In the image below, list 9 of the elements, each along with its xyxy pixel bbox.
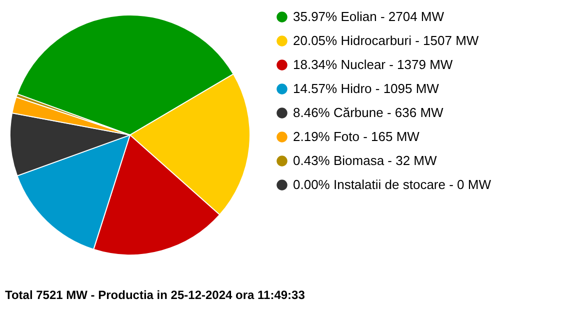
legend-label: 2.19% Foto - 165 MW xyxy=(293,129,420,144)
legend-label: 14.57% Hidro - 1095 MW xyxy=(293,81,440,96)
legend-label: 8.46% Cărbune - 636 MW xyxy=(293,105,444,120)
legend-label: 0.43% Biomasa - 32 MW xyxy=(293,153,438,168)
legend-label: 35.97% Eolian - 2704 MW xyxy=(293,9,445,24)
text: Total 7521 MW - Productia in 25-12-2024 ora 11:49:33 xyxy=(5,288,306,302)
legend-label: 20.05% Hidrocarburi - 1507 MW xyxy=(293,33,480,48)
legend-label: 18.34% Nuclear - 1379 MW xyxy=(293,57,454,72)
legend-label: 0.00% Instalatii de stocare - 0 MW xyxy=(293,177,492,192)
